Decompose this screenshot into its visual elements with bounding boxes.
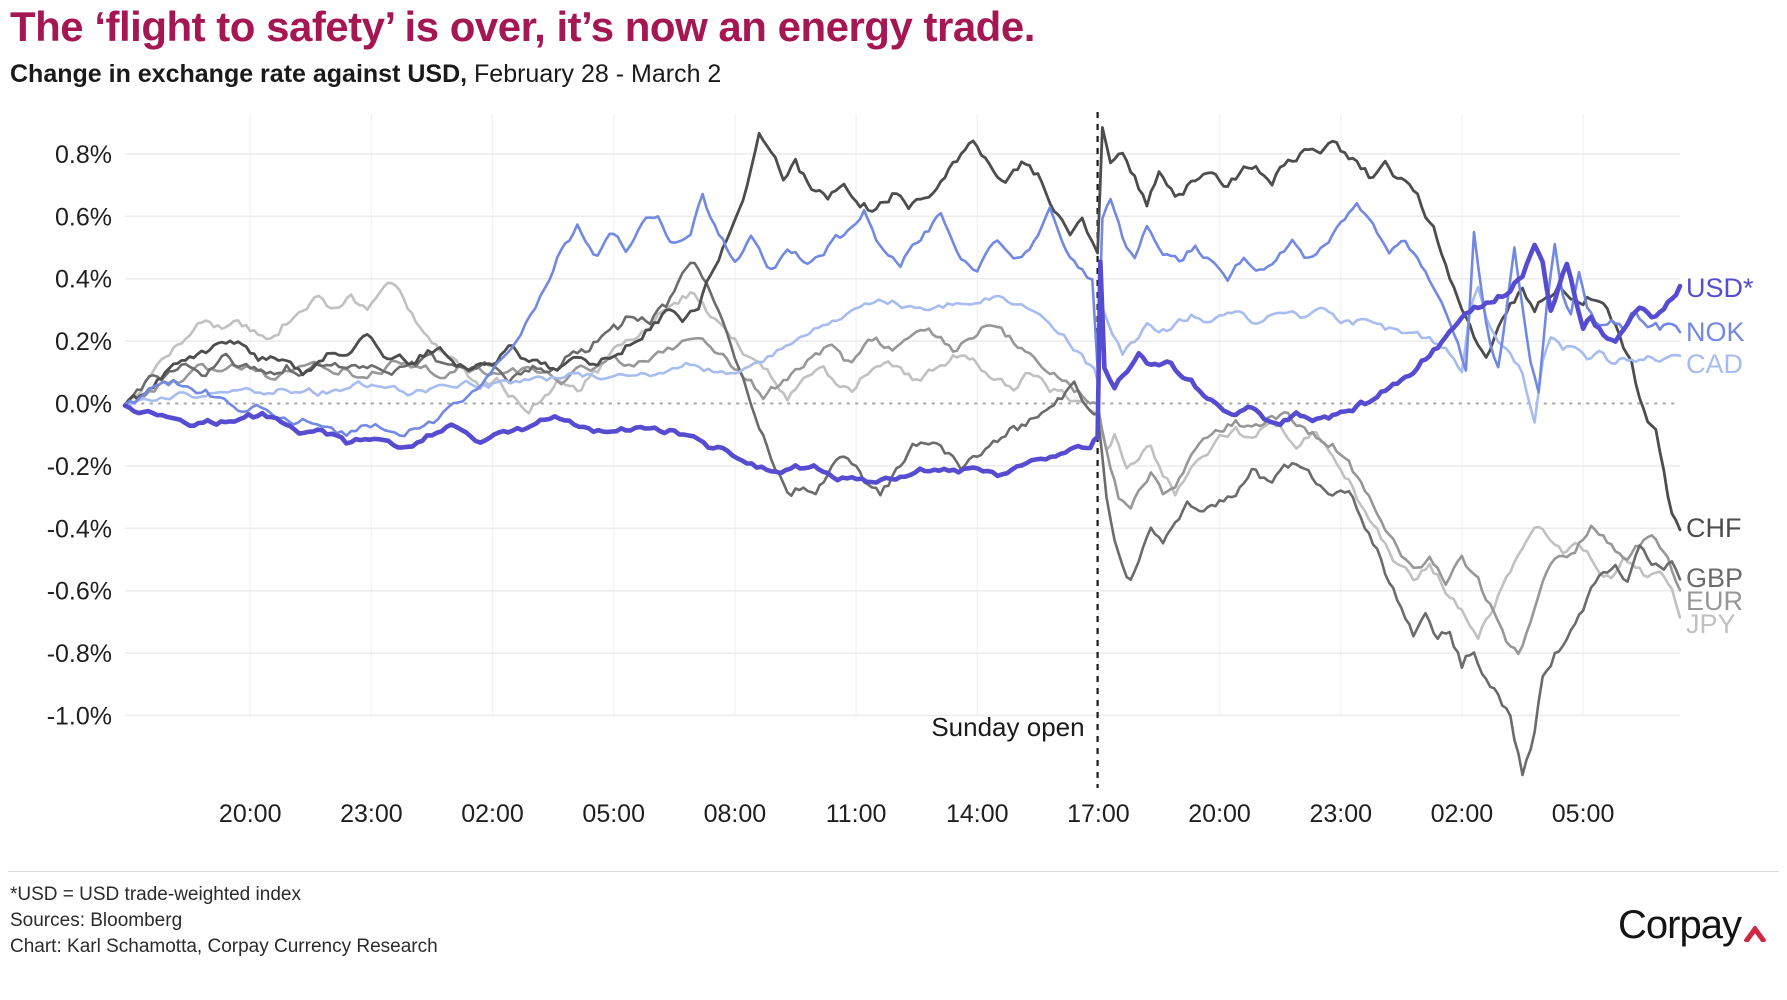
- x-tick-label: 11:00: [826, 800, 887, 828]
- x-tick-label: 20:00: [1188, 800, 1251, 828]
- series-line-usd: [122, 242, 1683, 485]
- series-label-nok: NOK: [1686, 317, 1745, 347]
- series-label-eur: EUR: [1686, 586, 1743, 616]
- footnote-usd-definition: *USD = USD trade-weighted index: [10, 884, 301, 905]
- corpay-logo-text: Corpay: [1618, 903, 1742, 947]
- y-tick-label: 0.6%: [55, 203, 112, 231]
- series-label-cad: CAD: [1686, 349, 1743, 379]
- series-line-jpy: [123, 281, 1682, 641]
- y-tick-label: -0.6%: [47, 578, 112, 606]
- series-line-eur: [123, 324, 1682, 655]
- x-tick-label: 14:00: [946, 800, 1009, 828]
- corpay-caret-icon: [1743, 907, 1767, 952]
- x-tick-label: 17:00: [1067, 800, 1130, 828]
- chart-subtitle: Change in exchange rate against USD, Feb…: [10, 60, 1035, 89]
- footnotes: *USD = USD trade-weighted index Sources:…: [10, 882, 438, 960]
- x-tick-label: 23:00: [340, 800, 403, 828]
- series-line-gbp: [123, 261, 1682, 777]
- subtitle-dates: February 28 - March 2: [467, 60, 722, 89]
- series-label-chf: CHF: [1686, 513, 1742, 543]
- sunday-open-label: Sunday open: [931, 712, 1084, 742]
- x-tick-label: 20:00: [219, 800, 282, 828]
- x-tick-label: 02:00: [1431, 800, 1494, 828]
- series-label-usd: USD*: [1686, 273, 1754, 303]
- corpay-logo: Corpay: [1618, 903, 1767, 952]
- y-tick-label: -1.0%: [47, 703, 112, 731]
- subtitle-bold: Change in exchange rate against USD,: [10, 60, 468, 89]
- y-tick-label: 0.0%: [55, 391, 112, 419]
- x-tick-label: 05:00: [1552, 800, 1615, 828]
- x-tick-label: 05:00: [582, 800, 645, 828]
- y-tick-label: 0.8%: [55, 141, 112, 169]
- y-tick-label: -0.4%: [47, 515, 112, 543]
- series-label-jpy: JPY: [1686, 609, 1736, 639]
- x-tick-label: 23:00: [1309, 800, 1372, 828]
- x-tick-label: 02:00: [461, 800, 524, 828]
- footnote-credit: Chart: Karl Schamotta, Corpay Currency R…: [10, 936, 438, 957]
- series-line-cad: [123, 285, 1682, 424]
- footnote-sources: Sources: Bloomberg: [10, 910, 183, 931]
- y-tick-label: -0.8%: [47, 640, 112, 668]
- series-line-chf: [123, 126, 1682, 532]
- footer-divider: [8, 871, 1779, 872]
- series-label-gbp: GBP: [1686, 563, 1743, 593]
- y-tick-label: 0.4%: [55, 266, 112, 294]
- page-title: The ‘flight to safety’ is over, it’s now…: [10, 3, 1035, 50]
- series-line-nok: [123, 192, 1682, 438]
- y-tick-label: 0.2%: [55, 328, 112, 356]
- y-tick-label: -0.2%: [47, 453, 112, 481]
- x-tick-label: 08:00: [704, 800, 767, 828]
- chart-header: The ‘flight to safety’ is over, it’s now…: [10, 3, 1035, 89]
